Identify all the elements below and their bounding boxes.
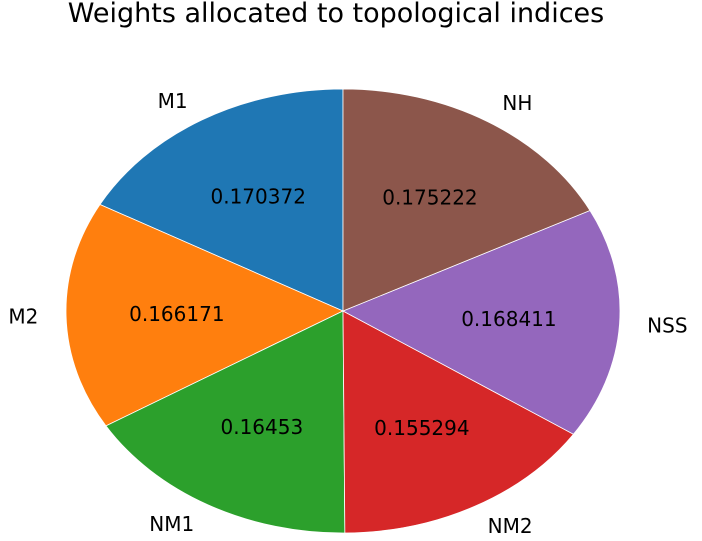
value-label-nm2: 0.155294 xyxy=(374,416,469,440)
pie-slice-m2 xyxy=(65,204,344,427)
pie-slice-nss xyxy=(342,209,621,435)
slice-label-nss: NSS xyxy=(647,313,687,337)
value-label-nh: 0.175222 xyxy=(382,185,477,209)
pie-slice-m1 xyxy=(99,88,344,312)
pie-labels: M1 0.170372 M2 0.166171 NM1 0.16453 NM2 0.15529… xyxy=(8,89,687,538)
slice-label-m1: M1 xyxy=(158,89,188,113)
pie-slices xyxy=(65,88,621,534)
slice-label-nm1: NM1 xyxy=(149,512,194,536)
value-label-m2: 0.166171 xyxy=(129,302,224,326)
pie-slice-nm1 xyxy=(105,310,346,534)
value-label-nm1: 0.16453 xyxy=(220,415,303,439)
value-label-nss: 0.168411 xyxy=(461,307,556,331)
value-label-m1: 0.170372 xyxy=(211,184,306,208)
slice-label-nm2: NM2 xyxy=(488,514,533,536)
slice-label-nh: NH xyxy=(502,91,532,115)
pie-slice-nh xyxy=(342,88,591,312)
slice-label-m2: M2 xyxy=(8,304,38,328)
pie-slice-nm2 xyxy=(342,310,575,534)
chart-title: Weights allocated to topological indices xyxy=(68,0,604,29)
